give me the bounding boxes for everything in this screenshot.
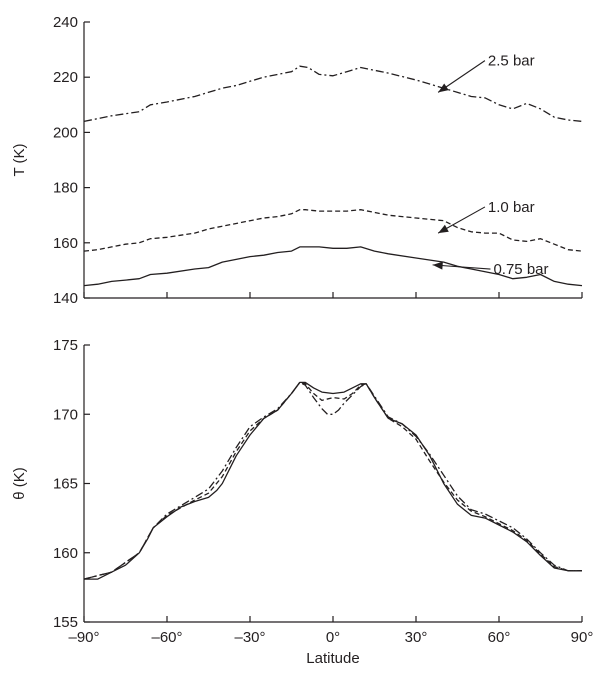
- x-tick-label: 90°: [571, 629, 594, 646]
- y-tick-label: 240: [53, 14, 78, 31]
- y-tick-label: 170: [53, 406, 78, 423]
- y-tick-label: 140: [53, 290, 78, 307]
- y-tick-label: 160: [53, 235, 78, 252]
- series-line-1-0-bar: [83, 209, 583, 252]
- x-tick-label: 30°: [405, 629, 428, 646]
- temperature-panel: 140 160 180 200 220 240 T (K) 2.5 bar 1.0 bar 0.7…: [11, 14, 583, 307]
- series-line-2-5-bar: [83, 381, 582, 580]
- annotation-arrowhead-2-5-bar: [438, 83, 449, 93]
- y-axis-label: θ (K): [11, 467, 28, 500]
- y-tick-label: 200: [53, 124, 78, 141]
- annotation-label-2-5-bar: 2.5 bar: [488, 53, 535, 70]
- y-tick-label: 160: [53, 545, 78, 562]
- x-tick-label: –30°: [234, 629, 265, 646]
- y-tick-label: 165: [53, 476, 78, 493]
- series-line-0-75-bar: [84, 381, 582, 580]
- x-tick-label: –90°: [68, 629, 99, 646]
- potential-temperature-panel: 155 160 165 170 175 –90° –60° –30° 0° 30° 60° 90° θ …: [11, 337, 593, 667]
- x-axis-label: Latitude: [306, 650, 359, 667]
- annotation-arrowhead-1-0-bar: [438, 224, 449, 234]
- x-tick-label: 0°: [326, 629, 340, 646]
- y-axis-label: T (K): [11, 143, 28, 176]
- y-tick-label: 175: [53, 337, 78, 354]
- x-tick-label: 60°: [488, 629, 511, 646]
- y-tick-label: 180: [53, 180, 78, 197]
- y-tick-label: 220: [53, 69, 78, 86]
- series-line-0-75-bar: [83, 246, 583, 287]
- series-line-1-0-bar: [83, 381, 582, 580]
- annotation-label-0-75-bar: 0.75 bar: [493, 261, 548, 278]
- annotation-arrowhead-0-75-bar: [432, 261, 443, 270]
- annotation-label-1-0-bar: 1.0 bar: [488, 199, 535, 216]
- y-tick-label: 155: [53, 614, 78, 631]
- series-line-2-5-bar: [83, 65, 583, 123]
- x-tick-label: –60°: [151, 629, 182, 646]
